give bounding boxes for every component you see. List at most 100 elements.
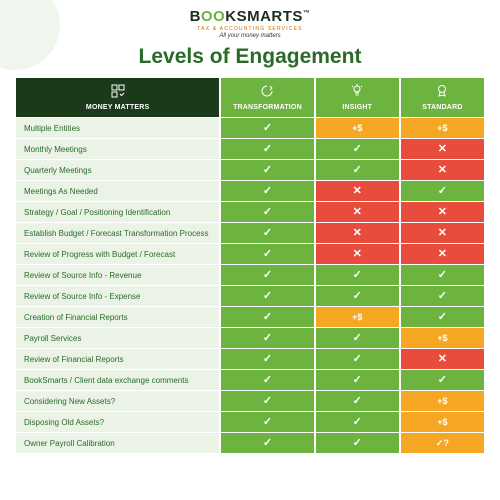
cell-s: ✓ (401, 181, 484, 201)
cell-s: +$ (401, 328, 484, 348)
cell-t: ✓ (221, 286, 313, 306)
table-row: BookSmarts / Client data exchange commen… (16, 370, 484, 390)
col-header-main: MONEY MATTERS (16, 78, 219, 117)
check-icon: ✓ (263, 333, 272, 344)
cross-icon: ✕ (438, 207, 447, 218)
cell-i: ✓ (316, 433, 399, 453)
check-icon: ✓ (353, 438, 362, 449)
check-icon: ✓ (263, 165, 272, 176)
cell-s: ✕ (401, 349, 484, 369)
table-row: Review of Source Info - Expense✓✓✓ (16, 286, 484, 306)
logo-brand: BOOKSMARTS™ (14, 8, 486, 25)
col-t-label: TRANSFORMATION (233, 104, 302, 111)
cell-i: ✕ (316, 181, 399, 201)
cell-i: ✕ (316, 244, 399, 264)
row-label: Monthly Meetings (16, 139, 219, 159)
check-icon: ✓ (263, 228, 272, 239)
table-row: Review of Progress with Budget / Forecas… (16, 244, 484, 264)
cell-i: ✓ (316, 160, 399, 180)
check-icon: ✓ (263, 312, 272, 323)
refresh-icon (223, 84, 311, 101)
check-icon: ✓ (263, 417, 272, 428)
check-icon: ✓ (263, 354, 272, 365)
check-icon: ✓ (353, 396, 362, 407)
plus-icon: +$ (437, 124, 447, 133)
row-label: Payroll Services (16, 328, 219, 348)
check-icon: ✓ (263, 186, 272, 197)
cell-t: ✓ (221, 160, 313, 180)
cell-i: ✓ (316, 328, 399, 348)
check-icon: ✓ (353, 291, 362, 302)
cell-i: ✓ (316, 139, 399, 159)
cell-s: +$ (401, 118, 484, 138)
lightbulb-icon (318, 84, 397, 101)
table-row: Creation of Financial Reports ✓ +$ ✓ (16, 307, 484, 327)
row-label: Review of Source Info - Expense (16, 286, 219, 306)
cross-icon: ✕ (353, 228, 362, 239)
engagement-table: MONEY MATTERS TRANSFORMATION INSIGHT STA… (14, 77, 486, 454)
cell-s: ✓ (401, 265, 484, 285)
check-icon: ✓ (353, 144, 362, 155)
cell-t: ✓ (221, 118, 313, 138)
row-label: Owner Payroll Calibration (16, 433, 219, 453)
cross-icon: ✕ (438, 228, 447, 239)
table-row: Considering New Assets?✓✓+$ (16, 391, 484, 411)
check-icon: ✓ (438, 312, 447, 323)
table-row: Strategy / Goal / Positioning Identifica… (16, 202, 484, 222)
cell-s: ✓ (401, 370, 484, 390)
cell-i: ✓ (316, 265, 399, 285)
qcheck-icon: ✓? (436, 439, 449, 448)
logo-subtitle: TAX & ACCOUNTING SERVICES (14, 26, 486, 32)
row-label: Establish Budget / Forecast Transformati… (16, 223, 219, 243)
table-row: Meetings As Needed ✓ ✕ ✓ (16, 181, 484, 201)
cell-t: ✓ (221, 139, 313, 159)
row-label: Meetings As Needed (16, 181, 219, 201)
row-label: Creation of Financial Reports (16, 307, 219, 327)
row-label: Review of Progress with Budget / Forecas… (16, 244, 219, 264)
plus-icon: +$ (352, 313, 362, 322)
check-icon: ✓ (263, 375, 272, 386)
cross-icon: ✕ (353, 249, 362, 260)
table-row: Review of Financial Reports✓✓✕ (16, 349, 484, 369)
cell-t: ✓ (221, 265, 313, 285)
cell-t: ✓ (221, 307, 313, 327)
table-row: Owner Payroll Calibration ✓ ✓ ✓? (16, 433, 484, 453)
cell-i: ✓ (316, 412, 399, 432)
check-icon: ✓ (353, 270, 362, 281)
check-icon: ✓ (263, 396, 272, 407)
row-label: Quarterly Meetings (16, 160, 219, 180)
col-header-standard: STANDARD (401, 78, 484, 117)
col-header-insight: INSIGHT (316, 78, 399, 117)
cell-i: ✓ (316, 370, 399, 390)
cross-icon: ✕ (438, 144, 447, 155)
check-icon: ✓ (438, 186, 447, 197)
cell-s: ✕ (401, 139, 484, 159)
cell-t: ✓ (221, 202, 313, 222)
cross-icon: ✕ (438, 165, 447, 176)
check-icon: ✓ (353, 165, 362, 176)
check-icon: ✓ (263, 438, 272, 449)
cross-icon: ✕ (353, 186, 362, 197)
check-icon: ✓ (263, 270, 272, 281)
row-label: Multiple Entities (16, 118, 219, 138)
plus-icon: +$ (437, 397, 447, 406)
plus-icon: +$ (352, 124, 362, 133)
table-row: Monthly Meetings✓✓✕ (16, 139, 484, 159)
table-row: Payroll Services ✓ ✓ +$ (16, 328, 484, 348)
cell-s: ✕ (401, 202, 484, 222)
col-s-label: STANDARD (422, 104, 462, 111)
page-title: Levels of Engagement (14, 45, 486, 69)
cell-t: ✓ (221, 433, 313, 453)
logo-oo: OO (201, 8, 225, 25)
cell-s: +$ (401, 412, 484, 432)
table-row: Establish Budget / Forecast Transformati… (16, 223, 484, 243)
cell-t: ✓ (221, 328, 313, 348)
cell-s: ✕ (401, 160, 484, 180)
check-icon: ✓ (438, 375, 447, 386)
cell-t: ✓ (221, 349, 313, 369)
check-icon: ✓ (263, 249, 272, 260)
plus-icon: +$ (437, 334, 447, 343)
check-icon: ✓ (353, 375, 362, 386)
table-row: Review of Source Info - Revenue✓✓✓ (16, 265, 484, 285)
cell-s: ✓ (401, 286, 484, 306)
